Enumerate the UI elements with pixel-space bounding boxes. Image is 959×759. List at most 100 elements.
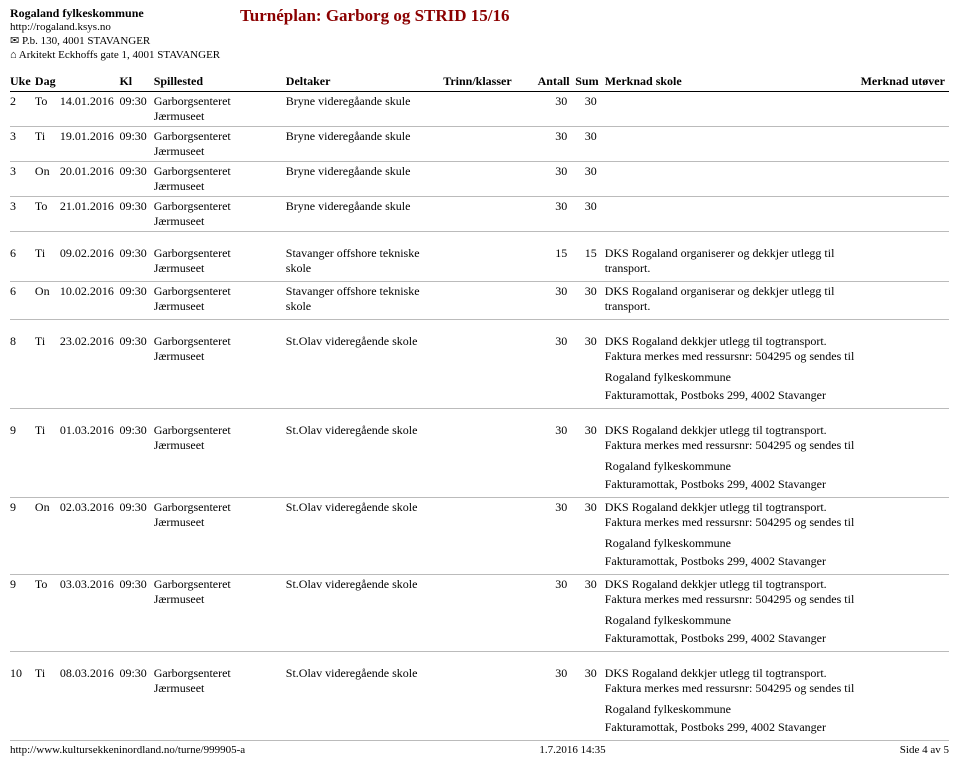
footer-right: Side 4 av 5: [900, 744, 949, 756]
th-merknad-utover: Merknad utøver: [861, 72, 949, 92]
cell-trinn: [443, 92, 537, 127]
cell-merknad-utover: [861, 320, 949, 409]
cell-merknad-skole: DKS Rogaland organiserar og dekkjer utle…: [605, 282, 861, 320]
cell-kl: 09:30: [119, 92, 153, 127]
cell-deltaker: St.Olav videregående skole: [286, 498, 443, 575]
cell-uke: 6: [10, 232, 35, 282]
cell-kl: 09:30: [119, 320, 153, 409]
cell-spillested: Garborgsenteret Jærmuseet: [154, 409, 286, 498]
org-name: Rogaland fylkeskommune: [10, 6, 240, 21]
cell-trinn: [443, 498, 537, 575]
cell-spillested: Garborgsenteret Jærmuseet: [154, 92, 286, 127]
cell-uke: 3: [10, 197, 35, 232]
cell-dato: 21.01.2016: [60, 197, 120, 232]
cell-antall: 15: [538, 232, 576, 282]
merknad-line: DKS Rogaland dekkjer utlegg til togtrans…: [605, 500, 857, 530]
cell-antall: 30: [538, 127, 576, 162]
cell-uke: 8: [10, 320, 35, 409]
th-antall: Antall: [538, 72, 576, 92]
cell-uke: 9: [10, 575, 35, 652]
cell-spillested: Garborgsenteret Jærmuseet: [154, 498, 286, 575]
merknad-sub-line: Rogaland fylkeskommune: [605, 459, 857, 474]
th-merknad-skole: Merknad skole: [605, 72, 861, 92]
cell-sum: 30: [575, 575, 604, 652]
th-dato: [60, 72, 120, 92]
cell-spillested: Garborgsenteret Jærmuseet: [154, 162, 286, 197]
cell-antall: 30: [538, 197, 576, 232]
table-row: 3To21.01.201609:30Garborgsenteret Jærmus…: [10, 197, 949, 232]
org-addr: ⌂ Arkitekt Eckhoffs gate 1, 4001 STAVANG…: [10, 49, 240, 63]
cell-merknad-utover: [861, 652, 949, 741]
cell-sum: 30: [575, 498, 604, 575]
table-row: 6On10.02.201609:30Garborgsenteret Jærmus…: [10, 282, 949, 320]
cell-merknad-skole: DKS Rogaland dekkjer utlegg til togtrans…: [605, 320, 861, 409]
cell-merknad-utover: [861, 409, 949, 498]
cell-kl: 09:30: [119, 652, 153, 741]
cell-spillested: Garborgsenteret Jærmuseet: [154, 127, 286, 162]
cell-trinn: [443, 127, 537, 162]
cell-uke: 3: [10, 162, 35, 197]
cell-dag: On: [35, 282, 60, 320]
merknad-sub-line: Rogaland fylkeskommune: [605, 536, 857, 551]
cell-trinn: [443, 652, 537, 741]
cell-dag: Ti: [35, 127, 60, 162]
cell-deltaker: Stavanger offshore tekniske skole: [286, 282, 443, 320]
cell-dato: 10.02.2016: [60, 282, 120, 320]
cell-uke: 9: [10, 498, 35, 575]
th-deltaker: Deltaker: [286, 72, 443, 92]
cell-dag: Ti: [35, 652, 60, 741]
cell-dato: 23.02.2016: [60, 320, 120, 409]
table-row: 8Ti23.02.201609:30Garborgsenteret Jærmus…: [10, 320, 949, 409]
cell-uke: 6: [10, 282, 35, 320]
cell-antall: 30: [538, 409, 576, 498]
merknad-line: DKS Rogaland dekkjer utlegg til togtrans…: [605, 423, 857, 453]
table-row: 3Ti19.01.201609:30Garborgsenteret Jærmus…: [10, 127, 949, 162]
cell-spillested: Garborgsenteret Jærmuseet: [154, 197, 286, 232]
cell-merknad-utover: [861, 282, 949, 320]
cell-trinn: [443, 409, 537, 498]
cell-merknad-utover: [861, 162, 949, 197]
cell-deltaker: Bryne videregåande skule: [286, 92, 443, 127]
cell-dag: To: [35, 92, 60, 127]
cell-merknad-skole: DKS Rogaland dekkjer utlegg til togtrans…: [605, 498, 861, 575]
cell-dato: 09.02.2016: [60, 232, 120, 282]
footer-center: 1.7.2016 14:35: [539, 744, 605, 756]
th-uke: Uke: [10, 72, 35, 92]
cell-dato: 20.01.2016: [60, 162, 120, 197]
page-title: Turnéplan: Garborg og STRID 15/16: [240, 6, 510, 26]
cell-deltaker: St.Olav videregående skole: [286, 320, 443, 409]
cell-merknad-utover: [861, 92, 949, 127]
cell-spillested: Garborgsenteret Jærmuseet: [154, 282, 286, 320]
cell-merknad-skole: DKS Rogaland dekkjer utlegg til togtrans…: [605, 652, 861, 741]
org-url: http://rogaland.ksys.no: [10, 21, 240, 35]
cell-trinn: [443, 162, 537, 197]
merknad-sub-line: Fakturamottak, Postboks 299, 4002 Stavan…: [605, 631, 857, 646]
cell-deltaker: Bryne videregåande skule: [286, 127, 443, 162]
cell-kl: 09:30: [119, 232, 153, 282]
cell-deltaker: Bryne videregåande skule: [286, 197, 443, 232]
cell-dag: To: [35, 197, 60, 232]
cell-deltaker: Stavanger offshore tekniske skole: [286, 232, 443, 282]
merknad-line: DKS Rogaland organiserer og dekkjer utle…: [605, 246, 857, 276]
cell-dato: 03.03.2016: [60, 575, 120, 652]
cell-sum: 30: [575, 127, 604, 162]
cell-merknad-utover: [861, 498, 949, 575]
table-header-row: Uke Dag Kl Spillested Deltaker Trinn/kla…: [10, 72, 949, 92]
table-row: 6Ti09.02.201609:30Garborgsenteret Jærmus…: [10, 232, 949, 282]
th-trinn: Trinn/klasser: [443, 72, 537, 92]
cell-merknad-utover: [861, 127, 949, 162]
cell-deltaker: St.Olav videregående skole: [286, 575, 443, 652]
cell-antall: 30: [538, 320, 576, 409]
th-kl: Kl: [119, 72, 153, 92]
footer-left: http://www.kultursekkeninordland.no/turn…: [10, 744, 245, 756]
cell-merknad-skole: [605, 162, 861, 197]
cell-sum: 30: [575, 282, 604, 320]
cell-uke: 9: [10, 409, 35, 498]
cell-dato: 14.01.2016: [60, 92, 120, 127]
cell-dato: 02.03.2016: [60, 498, 120, 575]
cell-sum: 30: [575, 320, 604, 409]
cell-kl: 09:30: [119, 498, 153, 575]
cell-kl: 09:30: [119, 282, 153, 320]
merknad-line: DKS Rogaland dekkjer utlegg til togtrans…: [605, 577, 857, 607]
merknad-sub-line: Fakturamottak, Postboks 299, 4002 Stavan…: [605, 477, 857, 492]
